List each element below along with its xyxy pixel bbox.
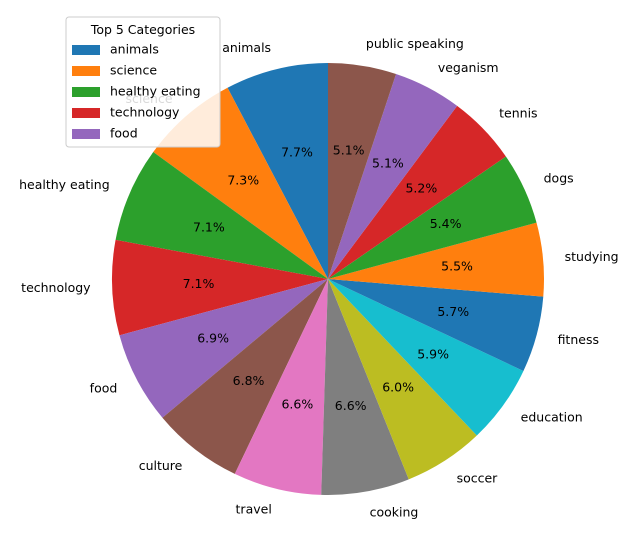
percentage-label-technology: 7.1%: [183, 276, 215, 291]
slice-culture: [162, 279, 328, 474]
percentage-label-public-speaking: 5.1%: [333, 143, 365, 158]
percentage-label-education: 5.9%: [417, 346, 449, 361]
slice-healthy-eating: [115, 152, 328, 279]
legend-label-science: science: [110, 63, 157, 78]
category-label-travel: travel: [236, 501, 272, 516]
legend-label-technology: technology: [110, 105, 180, 120]
legend-label-food: food: [110, 126, 138, 141]
category-label-culture: culture: [139, 458, 183, 473]
legend-swatch-food: [72, 129, 100, 139]
category-label-fitness: fitness: [558, 332, 599, 347]
slice-public-speaking: [328, 63, 397, 279]
legend-label-healthy-eating: healthy eating: [110, 84, 201, 99]
slice-food: [119, 279, 328, 418]
slice-cooking: [321, 279, 409, 495]
percentage-label-fitness: 5.7%: [437, 304, 469, 319]
percentage-label-science: 7.3%: [227, 172, 259, 187]
category-label-tennis: tennis: [499, 106, 537, 121]
percentage-labels: 7.7% 7.3% 7.1% 7.1% 6.9% 6.8% 6.6% 6.6% 6.0% 5.9%…: [183, 143, 473, 414]
category-label-animals: animals: [222, 40, 271, 55]
percentage-label-soccer: 6.0%: [382, 379, 414, 394]
legend-swatch-animals: [72, 45, 100, 55]
slice-tennis: [328, 105, 506, 279]
pie-slices: [111, 63, 544, 495]
category-label-food: food: [90, 380, 118, 395]
percentage-label-studying: 5.5%: [441, 259, 473, 274]
percentage-label-tennis: 5.2%: [405, 181, 437, 196]
slice-animals: [227, 63, 328, 279]
legend-title: Top 5 Categories: [90, 22, 195, 37]
slice-education: [328, 279, 524, 436]
category-label-veganism: veganism: [438, 60, 499, 75]
slice-fitness: [328, 279, 544, 371]
legend-swatch-healthy-eating: [72, 87, 100, 97]
category-label-education: education: [521, 410, 583, 425]
category-label-dogs: dogs: [544, 171, 574, 186]
slice-technology: [111, 239, 328, 336]
category-label-soccer: soccer: [457, 470, 499, 485]
legend: Top 5 Categories animals science healthy e…: [65, 16, 221, 148]
category-labels: animals science healthy eating technology fo…: [19, 36, 618, 519]
legend-swatch-science: [72, 66, 100, 76]
percentage-label-food: 6.9%: [197, 330, 229, 345]
percentage-label-dogs: 5.4%: [430, 216, 462, 231]
legend-label-animals: animals: [110, 42, 159, 57]
category-label-cooking: cooking: [370, 504, 419, 519]
legend-entries: animals science healthy eating technology fo…: [72, 42, 201, 141]
slice-travel: [234, 279, 328, 495]
percentage-label-animals: 7.7%: [281, 145, 313, 160]
category-label-public-speaking: public speaking: [366, 36, 464, 51]
percentage-label-veganism: 5.1%: [372, 156, 404, 171]
slice-dogs: [328, 156, 537, 279]
slice-soccer: [328, 279, 477, 480]
percentage-label-cooking: 6.6%: [335, 398, 367, 413]
category-label-technology: technology: [21, 280, 91, 295]
percentage-label-healthy-eating: 7.1%: [193, 219, 225, 234]
category-label-healthy-eating: healthy eating: [19, 177, 110, 192]
slice-studying: [328, 222, 544, 297]
legend-swatch-technology: [72, 108, 100, 118]
category-label-studying: studying: [565, 249, 619, 264]
slice-veganism: [328, 73, 458, 279]
percentage-label-travel: 6.6%: [281, 396, 313, 411]
legend-frame: [65, 16, 221, 148]
percentage-label-culture: 6.8%: [233, 373, 265, 388]
